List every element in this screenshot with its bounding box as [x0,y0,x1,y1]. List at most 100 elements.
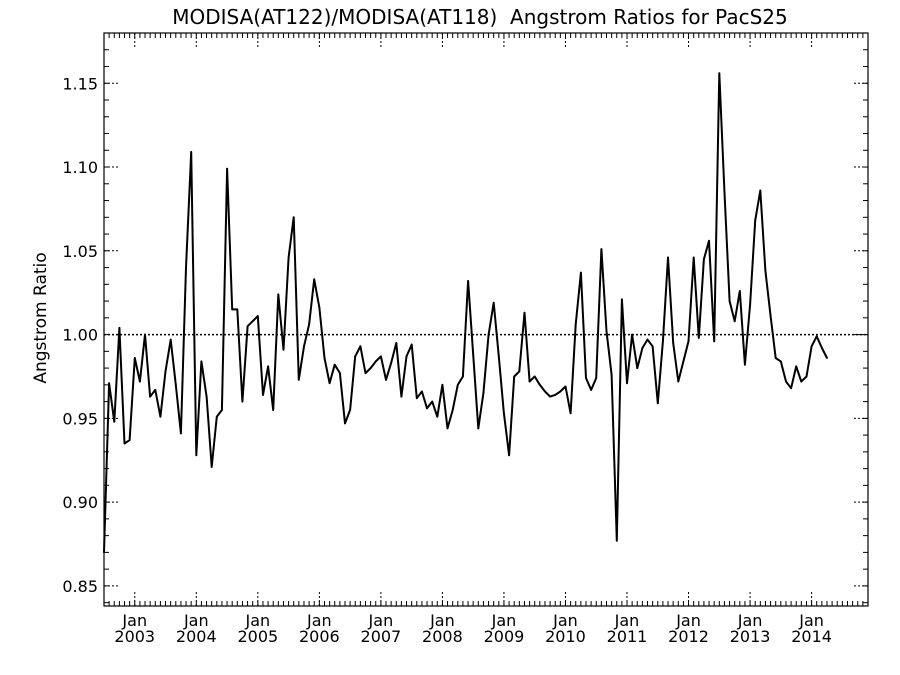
x-tick-year-label: 2005 [237,627,278,646]
data-point [118,327,121,329]
data-point [328,382,331,385]
data-point [231,308,234,311]
data-point [344,422,346,425]
series-line [103,72,828,553]
data-point [374,360,377,363]
data-point [549,395,551,398]
data-point [528,380,531,383]
data-point [426,407,428,410]
data-point [262,394,264,396]
data-point [544,390,546,393]
data-point [728,300,731,302]
data-point [508,454,510,457]
data-point [349,409,351,411]
data-point [159,415,162,418]
x-tick-month-label: Jan [429,611,455,630]
y-tick-label: 1.10 [62,158,98,177]
data-point [795,365,798,368]
data-point [174,383,177,386]
data-point [754,219,757,222]
data-point [703,258,705,261]
x-tick-year-label: 2010 [545,627,586,646]
data-point [764,270,767,272]
data-point [826,357,828,359]
data-point [487,333,490,336]
data-point [687,340,690,343]
data-point [200,360,203,363]
data-point [185,266,187,269]
data-point [149,395,152,398]
data-point [313,278,316,281]
x-tick-month-label: Jan [552,611,578,630]
x-tick-year-label: 2014 [791,627,832,646]
data-point [333,363,336,366]
data-point [667,256,669,259]
x-tick-month-label: Jan [798,611,824,630]
data-point [415,397,418,400]
data-point [769,315,772,317]
y-axis-label: Angstrom Ratio [31,252,51,383]
data-point [405,355,408,358]
data-point [431,400,434,403]
data-point [800,380,803,383]
data-point [523,311,526,314]
data-point [733,320,736,323]
data-point [662,340,664,343]
data-point [272,409,275,411]
x-tick-month-label: Jan [491,611,517,630]
data-point [462,375,464,378]
data-point [251,320,254,323]
data-point [713,340,716,343]
data-point [718,72,721,75]
data-point [128,439,131,441]
plot-frame [103,32,869,607]
x-tick-year-label: 2007 [361,627,402,646]
data-point [554,394,557,396]
data-point [380,355,382,358]
data-point [282,348,285,351]
data-point [210,466,213,468]
data-point [805,375,808,378]
data-point [559,390,562,393]
data-point [241,400,244,403]
data-series [103,72,828,554]
data-point [749,303,751,306]
data-point [518,370,521,373]
data-point [410,343,413,346]
x-tick-month-label: Jan [183,611,209,630]
data-point [492,301,495,304]
x-tick-year-label: 2008 [422,627,463,646]
data-point [810,345,813,348]
data-point [421,390,423,393]
data-point [821,347,823,349]
x-tick-month-label: Jan [121,611,147,630]
data-point [610,373,613,376]
data-point [323,357,326,359]
x-tick-year-label: 2013 [730,627,771,646]
data-point [292,216,295,219]
data-point [697,337,700,339]
data-point [303,345,305,348]
x-tick-year-label: 2012 [668,627,709,646]
data-point [246,325,249,328]
x-tick-month-label: Jan [368,611,394,630]
x-tick-month-label: Jan [614,611,640,630]
y-tick-labels: 0.85 0.90 0.95 1.00 1.05 1.10 1.15 [62,74,98,596]
data-point [256,315,259,317]
chart-title: MODISA(AT122)/MODISA(AT118) Angstrom Rat… [172,5,788,29]
x-tick-year-label: 2009 [484,627,525,646]
x-tick-year-label: 2004 [176,627,217,646]
data-point [646,338,649,341]
data-point [590,389,592,391]
y-tick-label: 0.85 [62,577,98,596]
x-tick-year-label: 2011 [607,627,648,646]
data-point [677,380,680,383]
data-point [564,385,567,388]
x-tick-year-label: 2003 [114,627,155,646]
data-point [779,360,782,363]
data-point [164,370,167,373]
data-point [451,409,454,411]
y-tick-label: 1.00 [62,326,98,345]
data-point [446,427,449,430]
